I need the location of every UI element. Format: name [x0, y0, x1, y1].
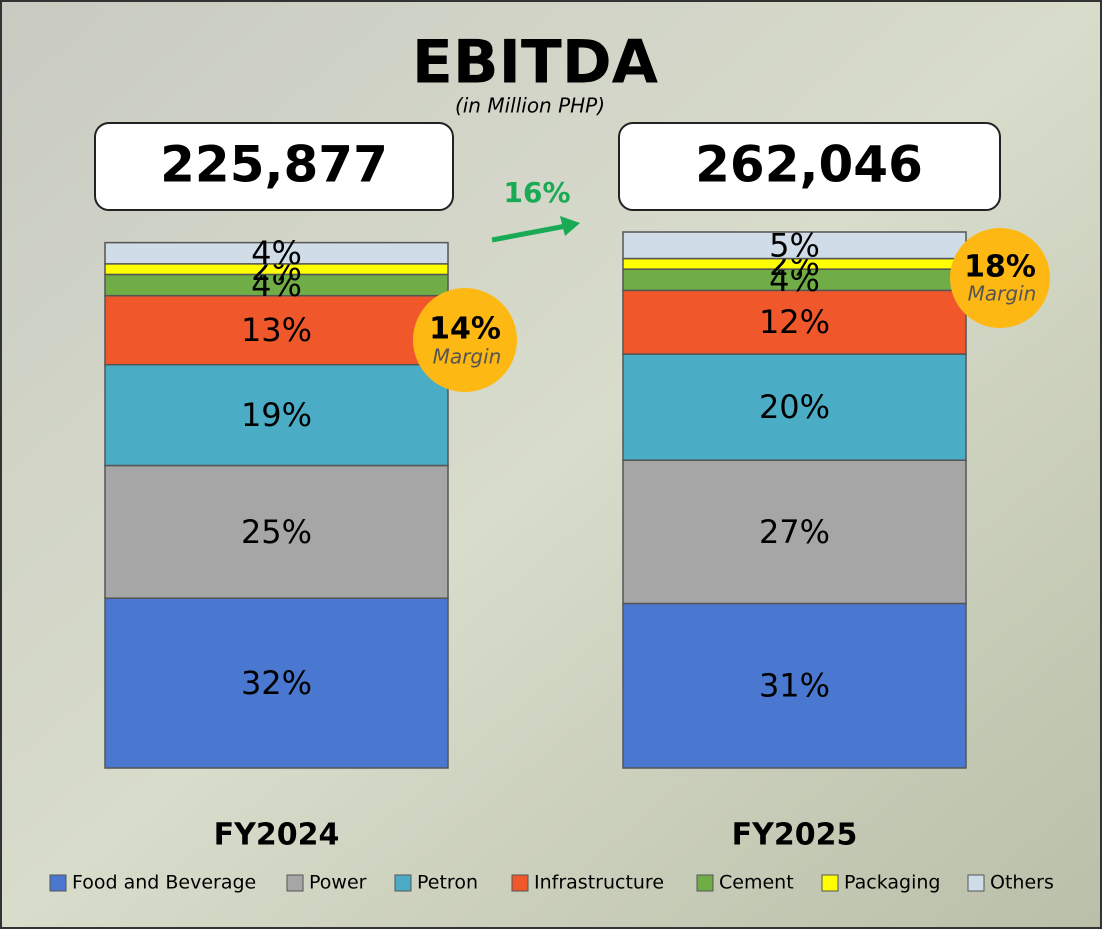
legend-label: Packaging: [844, 872, 940, 894]
margin-value: 18%: [964, 250, 1036, 285]
legend-label: Infrastructure: [534, 872, 664, 894]
bar-segment: [104, 363, 449, 467]
margin-badge: [413, 288, 517, 392]
growth-label: 16%: [503, 176, 570, 209]
bar-segment: [104, 241, 449, 265]
legend-swatch: [967, 874, 985, 892]
data-label: 32%: [241, 664, 312, 702]
bar-segment: [622, 602, 967, 769]
chart-title: EBITDA: [412, 28, 659, 98]
margin-value: 14%: [429, 312, 501, 347]
bar-segment: [104, 597, 449, 769]
growth-arrow: [491, 223, 567, 243]
margin-label: Margin: [433, 345, 502, 369]
total: 262,046: [695, 136, 923, 194]
x-tick-label: FY2025: [732, 818, 858, 853]
legend-label: Power: [309, 872, 367, 894]
growth-arrowhead: [560, 216, 580, 236]
legend-label: Cement: [719, 872, 794, 894]
legend-swatch: [696, 874, 714, 892]
legend-label: Others: [990, 872, 1054, 894]
data-label: 12%: [759, 303, 830, 341]
legend-swatch: [286, 874, 304, 892]
data-label: 19%: [241, 396, 312, 434]
legend-swatch: [394, 874, 412, 892]
total: 225,877: [160, 136, 388, 194]
total-box: [94, 122, 454, 211]
legend-swatch: [49, 874, 67, 892]
bar-segment: [622, 231, 967, 260]
bar-segment: [622, 353, 967, 461]
subtitle: (in Million PHP): [455, 94, 605, 118]
legend-swatch: [511, 874, 529, 892]
data-label: 5%: [769, 226, 820, 264]
bar-segment: [622, 459, 967, 605]
bar-segment: [104, 464, 449, 599]
data-label: 13%: [241, 311, 312, 349]
margin-badge: [950, 228, 1050, 328]
legend-label: Food and Beverage: [72, 872, 256, 894]
legend-swatch: [821, 874, 839, 892]
margin-label: Margin: [968, 282, 1037, 306]
data-label: 20%: [759, 388, 830, 426]
data-label: 25%: [241, 513, 312, 551]
legend-label: Petron: [417, 872, 478, 894]
data-label: 31%: [759, 667, 830, 705]
data-label: 27%: [759, 513, 830, 551]
x-tick-label: FY2024: [214, 818, 340, 853]
data-label: 4%: [251, 234, 302, 272]
total-box: [618, 122, 1001, 211]
